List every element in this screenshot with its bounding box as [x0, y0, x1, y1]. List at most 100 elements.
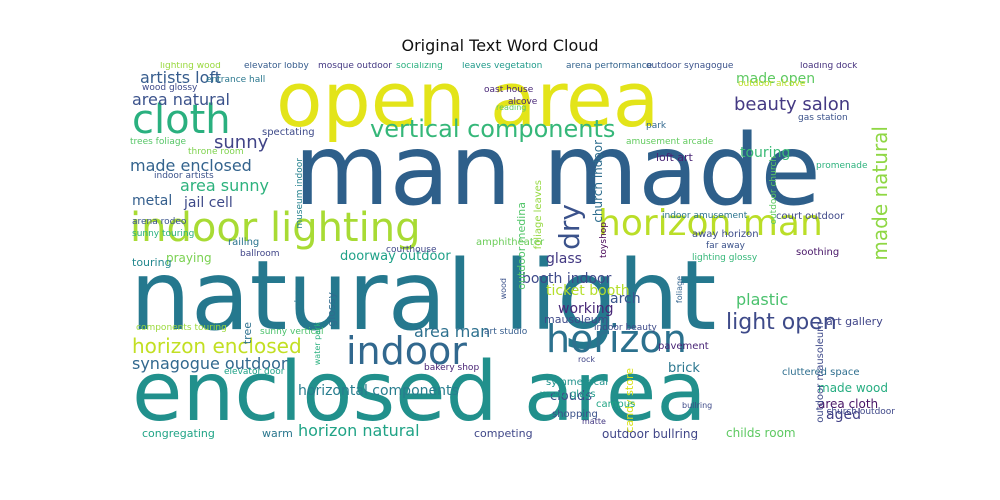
word-cloud-word: museum indoor	[295, 158, 305, 229]
word-cloud-word: clouds	[550, 389, 592, 404]
word-cloud-word: made wood	[818, 381, 888, 395]
word-cloud-word: made enclosed	[130, 156, 252, 175]
word-cloud-word: doorway outdoor	[340, 249, 451, 264]
word-cloud-word: court outdoor	[776, 211, 845, 222]
word-cloud-word: cluttered space	[782, 367, 860, 378]
word-cloud-word: enclosed area	[132, 345, 707, 440]
word-cloud-word: campus	[596, 399, 636, 410]
word-cloud-word: indoor beauty	[594, 323, 657, 333]
word-cloud-word: art gallery	[826, 315, 883, 328]
word-cloud-word: away horizon	[692, 229, 759, 240]
word-cloud-word: far away	[706, 241, 745, 251]
word-cloud-word: cloth	[132, 97, 231, 143]
word-cloud-word: sunny touring	[132, 229, 195, 239]
word-cloud-word: toyshop	[599, 222, 609, 258]
word-cloud-word: components touring	[136, 323, 227, 333]
word-cloud-word: horizontal components	[298, 383, 459, 399]
word-cloud-word: amusement arcade	[626, 137, 714, 147]
word-cloud-word: tree	[241, 322, 254, 345]
word-cloud-word: beauty salon	[734, 94, 851, 115]
word-cloud-word: indoor artists	[154, 171, 214, 181]
word-cloud-word: bullring	[682, 401, 713, 410]
word-cloud-word: warm	[262, 427, 293, 440]
word-cloud-word: mausoleum	[544, 313, 609, 326]
word-cloud-word: plaza	[293, 286, 302, 308]
word-cloud-word: indoor lighting	[130, 205, 421, 251]
word-cloud-word: vertical components	[370, 115, 616, 143]
word-cloud-word: congregating	[142, 427, 215, 440]
word-cloud-word: open area	[276, 62, 660, 144]
word-cloud-word: arena performance	[566, 62, 653, 71]
word-cloud-word: alcove	[508, 97, 538, 107]
word-cloud-word: indoor	[346, 329, 467, 373]
word-cloud-word: church indoor	[591, 140, 605, 223]
word-cloud-word: booth indoor	[522, 271, 612, 287]
word-cloud-word: plastic	[736, 290, 789, 309]
word-cloud-word: oast house	[484, 85, 534, 95]
word-cloud-word: childs room	[726, 426, 796, 440]
word-cloud-word: outdoor bullring	[602, 427, 699, 440]
word-cloud-word: wood glass	[540, 389, 596, 400]
word-cloud-word: arch	[610, 291, 641, 307]
word-cloud-word: shopping	[552, 409, 598, 420]
word-cloud-word: ticket booth	[546, 283, 630, 299]
word-cloud-word: courthouse	[386, 245, 437, 255]
word-cloud-word: lighting wood	[160, 62, 221, 71]
word-cloud-word: horizon man	[598, 203, 823, 244]
word-cloud-word: area cloth	[818, 397, 879, 411]
word-cloud-word: elevator door	[224, 367, 285, 377]
word-cloud-word: throne room	[188, 147, 244, 157]
word-cloud: man made natural light enclosed area open a…	[126, 62, 896, 440]
word-cloud-word: sunny vertical	[260, 327, 324, 337]
word-cloud-word: water park	[313, 322, 322, 366]
word-cloud-word: ballroom	[240, 249, 280, 259]
word-cloud-word: trees foliage	[130, 137, 187, 147]
word-cloud-word: horizon	[546, 317, 687, 361]
word-cloud-word: artists loft	[140, 68, 221, 87]
word-cloud-word: outdoor church	[769, 156, 779, 225]
word-cloud-word: praying	[166, 251, 212, 265]
chart-title: Original Text Word Cloud	[401, 36, 599, 55]
word-cloud-word: socializing	[396, 62, 443, 71]
word-cloud-word: outdoor synagogue	[646, 62, 734, 71]
word-cloud-word: spectating	[262, 127, 315, 138]
word-cloud-word: brick	[668, 361, 700, 376]
word-cloud-word: area man	[414, 322, 491, 341]
word-cloud-word: horizon enclosed	[132, 334, 302, 358]
word-cloud-word: soothing	[796, 247, 840, 258]
word-cloud-word: rock	[578, 355, 596, 364]
word-cloud-word: elevator lobby	[244, 62, 309, 71]
word-cloud-word: area natural	[132, 90, 230, 109]
word-cloud-word: synagogue outdoor	[132, 354, 288, 373]
word-cloud-word: touring	[740, 145, 791, 161]
word-cloud-word: glossy	[325, 292, 338, 327]
word-cloud-word: competing	[474, 427, 533, 440]
word-cloud-word: indoor amusement	[662, 211, 748, 221]
word-cloud-word: loading dock	[800, 62, 858, 71]
word-cloud-word: metal	[132, 193, 173, 209]
word-cloud-word: area sunny	[180, 176, 269, 195]
word-cloud-word: horizon natural	[298, 421, 420, 440]
word-cloud-word: sunny	[214, 132, 269, 153]
word-cloud-word: lighting glossy	[692, 253, 758, 263]
word-cloud-word: gas station	[798, 113, 848, 123]
word-cloud-word: pavement	[658, 341, 709, 352]
word-cloud-word: natural light	[130, 240, 717, 352]
word-cloud-word: glass	[546, 251, 582, 267]
word-cloud-word: aged	[826, 407, 861, 423]
word-cloud-word: wood	[499, 278, 508, 300]
word-cloud-word: foliage leaves	[533, 180, 544, 250]
word-cloud-word: matte	[582, 417, 606, 426]
word-cloud-word: amphitheater	[476, 237, 545, 248]
word-cloud-word: symmetrical	[546, 377, 608, 388]
word-cloud-word: mosque outdoor	[318, 62, 392, 71]
word-cloud-word: light open	[726, 310, 837, 335]
word-cloud-word: promenade	[816, 161, 868, 171]
word-cloud-word: foliage	[675, 276, 684, 304]
word-cloud-word: art studio	[484, 327, 528, 337]
word-cloud-word: touring	[132, 256, 172, 269]
word-cloud-word: made natural	[868, 126, 892, 261]
word-cloud-word: jail cell	[184, 195, 233, 211]
word-cloud-word: railing	[228, 237, 260, 248]
word-cloud-word: church outdoor	[826, 407, 895, 417]
